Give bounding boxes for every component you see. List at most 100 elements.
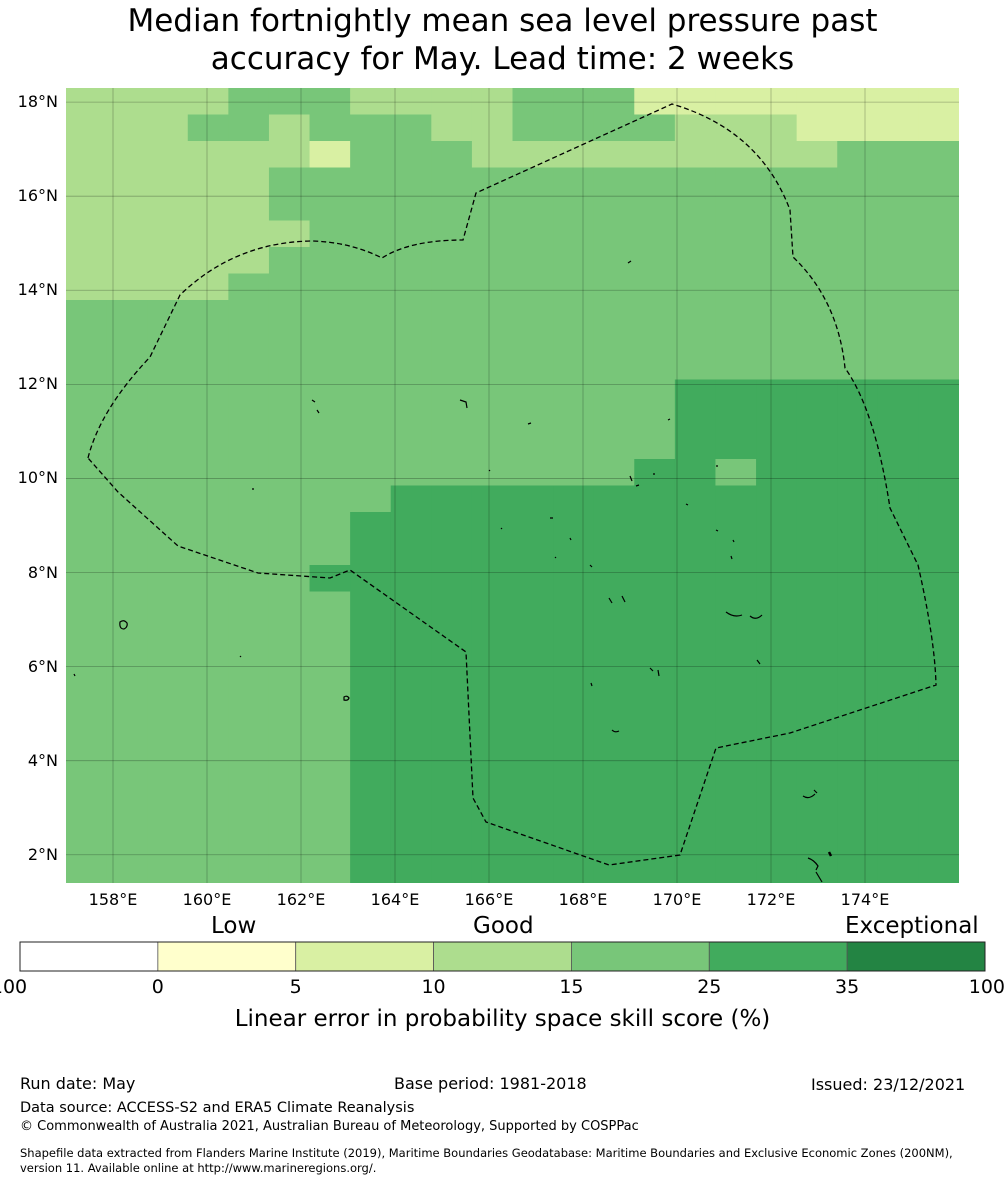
y-tick-label: 12°N [17,374,58,394]
skill-cell [674,750,717,778]
skill-cell [877,697,920,725]
skill-cell [837,432,879,460]
skill-cell [187,114,229,142]
skill-cell [512,353,554,381]
skill-cell [593,326,635,354]
skill-cell [66,353,108,381]
skill-cell [756,485,798,513]
skill-cell [350,432,392,460]
skill-cell [471,141,514,169]
skill-cell [268,300,311,328]
skill-cell [390,777,432,805]
skill-cell [512,724,554,752]
skill-cell [715,538,757,566]
skill-cell [512,88,554,116]
x-tick-label: 162°E [276,890,326,909]
skill-cell [147,432,189,460]
skill-cell [512,141,554,169]
skill-cell [715,618,757,646]
skill-cell [837,750,879,778]
skill-cell [268,273,311,301]
skill-cell [796,88,838,116]
run-date: Run date: May [20,1074,136,1093]
skill-cell [390,141,432,169]
skill-cell [918,459,959,487]
skill-cell [553,167,595,195]
skill-cell [553,194,595,222]
skill-cell [66,724,108,752]
skill-cell [674,565,717,593]
skill-cell [350,750,392,778]
island-outline [827,851,833,857]
skill-cell [756,459,798,487]
skill-cell [147,644,189,672]
skill-cell [837,671,879,699]
skill-cell [756,697,798,725]
colorbar-segment [157,941,297,972]
skill-cell [715,512,757,540]
skill-cell [228,247,270,275]
skill-cell [431,830,473,858]
shapefile-credit: Shapefile data extracted from Flanders M… [20,1146,1005,1176]
islands [73,260,833,883]
skill-cell [309,830,351,858]
skill-cell [674,538,717,566]
skill-cell [268,114,311,142]
skill-cell [309,644,351,672]
skill-cell [634,88,676,116]
skill-cell [512,803,554,831]
skill-cell [431,485,473,513]
skill-cell [634,856,676,883]
skill-cell [512,697,554,725]
skill-cell [877,326,920,354]
skill-cell [350,379,392,407]
skill-cell [877,379,920,407]
skill-cell [756,353,798,381]
skill-cell [512,671,554,699]
skill-cell [715,565,757,593]
skill-cell [228,432,270,460]
skill-cell [674,591,717,619]
skill-cell [634,644,676,672]
skill-cell [837,300,879,328]
skill-cell [471,432,514,460]
skill-cell [756,644,798,672]
skill-cell [512,856,554,883]
skill-grid [66,88,959,883]
skill-cell [471,565,514,593]
skill-cell [674,220,717,248]
skill-cell [553,114,595,142]
category-good: Good [473,913,534,939]
skill-cell [837,379,879,407]
skill-cell [309,114,351,142]
skill-cell [187,803,229,831]
skill-cell [66,830,108,858]
skill-cell [593,644,635,672]
skill-cell [390,379,432,407]
skill-cell [187,326,229,354]
skill-cell [837,538,879,566]
skill-cell [268,353,311,381]
skill-cell [471,326,514,354]
skill-cell [918,353,959,381]
skill-cell [593,803,635,831]
skill-cell [471,777,514,805]
skill-cell [268,565,311,593]
skill-cell [390,114,432,142]
skill-cell [471,273,514,301]
skill-cell [187,671,229,699]
skill-cell [66,220,108,248]
skill-cell [553,565,595,593]
skill-cell [837,114,879,142]
skill-cell [390,88,432,116]
skill-cell [431,856,473,883]
skill-cell [674,459,717,487]
island-outline [802,789,818,799]
island-outline [527,418,671,425]
skill-cell [877,459,920,487]
skill-cell [918,618,959,646]
skill-cell [268,220,311,248]
colorbar-segment [571,941,710,972]
skill-cell [471,406,514,434]
skill-cell [715,671,757,699]
